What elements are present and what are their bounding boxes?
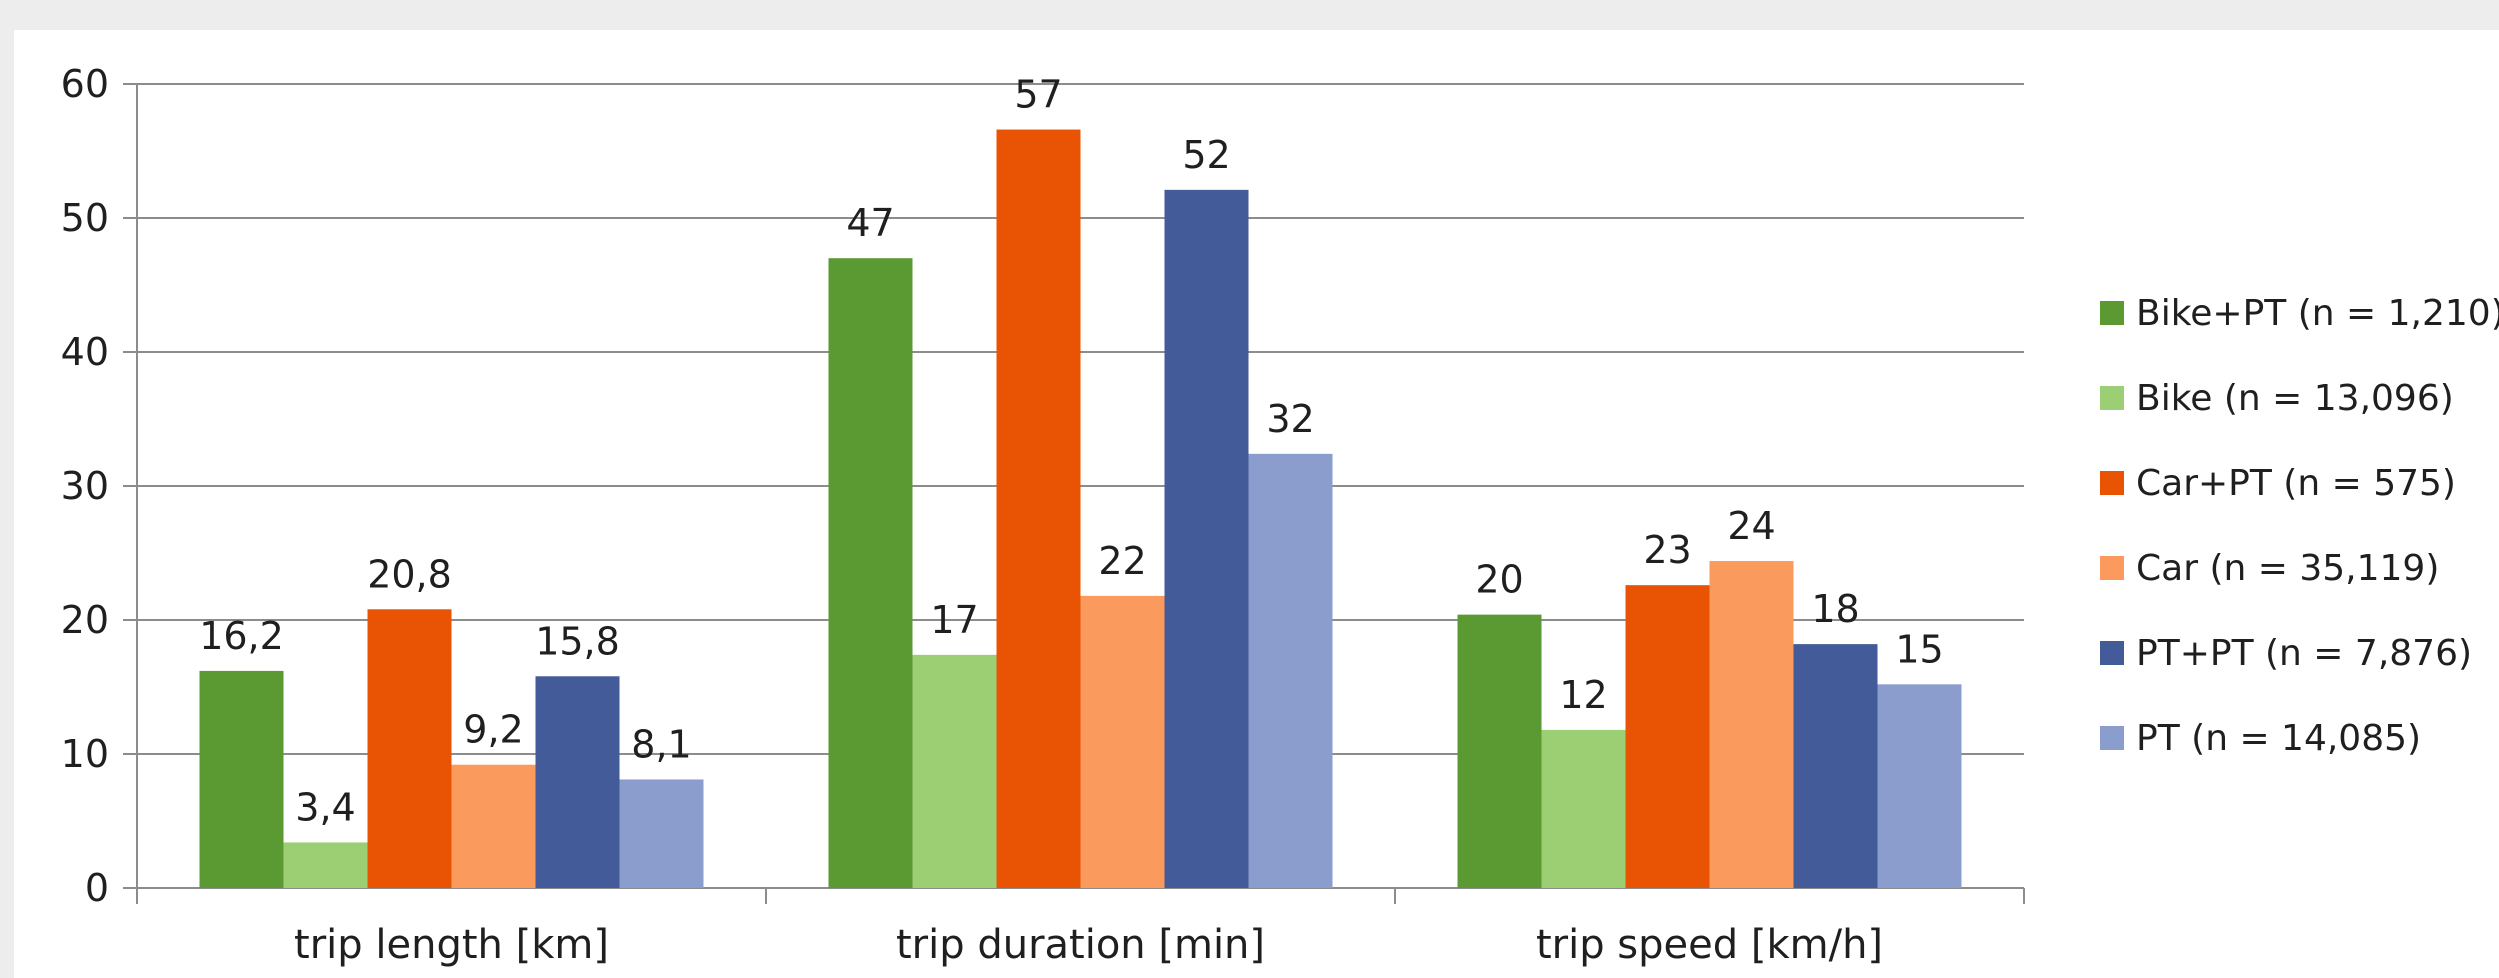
legend-label: Car+PT (n = 575) (2136, 463, 2456, 504)
legend-swatch (2100, 471, 2124, 495)
bar (1709, 561, 1794, 888)
bar (1877, 684, 1962, 888)
legend-swatch (2100, 641, 2124, 665)
legend-swatch (2100, 301, 2124, 325)
chart-frame: 0 10 20 30 40 50 60 trip length [km] trip durati… (14, 30, 2499, 978)
bar (535, 676, 620, 888)
legend-label: PT (n = 14,085) (2136, 718, 2421, 759)
x-category-label: trip length [km] (294, 922, 609, 968)
bar (912, 654, 997, 888)
data-label: 17 (930, 598, 978, 642)
y-tick-label: 60 (61, 62, 109, 106)
bar (1793, 644, 1878, 888)
label-layer: 16,2 47 20 3,4 17 12 20,8 57 23 9,2 22 24 15,8 52 18 8,… (199, 73, 1943, 830)
legend-label: PT+PT (n = 7,876) (2136, 633, 2472, 674)
bar (1541, 729, 1626, 888)
data-label: 57 (1014, 73, 1062, 117)
legend-swatch (2100, 556, 2124, 580)
y-tick-label: 10 (61, 732, 109, 776)
bar (199, 670, 284, 888)
bar (451, 764, 536, 888)
data-label: 23 (1643, 528, 1691, 572)
axis-layer: 0 10 20 30 40 50 60 trip length [km] trip durati… (61, 62, 2025, 968)
bar-layer (199, 129, 1962, 889)
x-category-label: trip speed [km/h] (1536, 922, 1883, 968)
legend-swatch (2100, 726, 2124, 750)
data-label: 15,8 (535, 619, 620, 663)
bar (1248, 453, 1333, 888)
bar (1625, 585, 1710, 888)
bar (1457, 614, 1542, 888)
legend-label: Bike (n = 13,096) (2136, 378, 2454, 419)
bar (1080, 595, 1165, 888)
legend-swatch (2100, 386, 2124, 410)
data-label: 52 (1182, 133, 1230, 177)
data-label: 47 (846, 201, 894, 245)
bar (828, 258, 913, 888)
y-tick-label: 0 (85, 866, 109, 910)
bar (367, 609, 452, 888)
bar (619, 779, 704, 888)
legend-label: Car (n = 35,119) (2136, 548, 2439, 589)
bar (996, 129, 1081, 888)
x-category-label: trip duration [min] (896, 922, 1265, 968)
data-label: 3,4 (295, 785, 355, 829)
data-label: 16,2 (199, 614, 284, 658)
data-label: 20,8 (367, 552, 452, 596)
chart-svg: 0 10 20 30 40 50 60 trip length [km] trip durati… (61, 62, 2499, 968)
y-tick-label: 40 (61, 330, 109, 374)
data-label: 15 (1895, 627, 1943, 671)
data-label: 24 (1727, 504, 1775, 548)
data-label: 9,2 (463, 708, 523, 752)
data-label: 8,1 (631, 722, 691, 766)
legend-layer: Bike+PT (n = 1,210) Bike (n = 13,096) Car+… (2100, 293, 2499, 759)
bar (283, 842, 368, 888)
y-tick-label: 50 (61, 196, 109, 240)
y-tick-label: 30 (61, 464, 109, 508)
legend-label: Bike+PT (n = 1,210) (2136, 293, 2499, 334)
data-label: 20 (1475, 558, 1523, 602)
y-tick-label: 20 (61, 598, 109, 642)
data-label: 12 (1559, 673, 1607, 717)
data-label: 18 (1811, 587, 1859, 631)
data-label: 32 (1266, 397, 1314, 441)
data-label: 22 (1098, 539, 1146, 583)
bar (1164, 189, 1249, 889)
